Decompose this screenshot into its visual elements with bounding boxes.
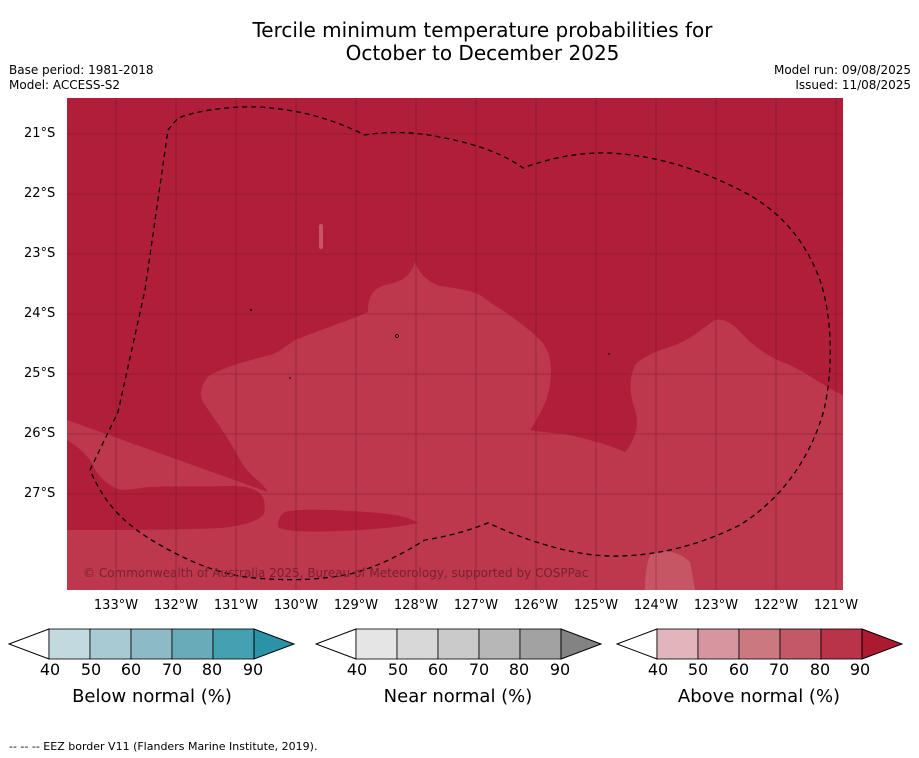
map-gridlines (67, 98, 843, 590)
legend-tick: 90 (242, 660, 264, 679)
issued-date: Issued: 11/08/2025 (795, 78, 911, 92)
lon-label: 122°W (753, 598, 799, 613)
lon-label: 128°W (393, 598, 439, 613)
legend-tick: 90 (849, 660, 871, 679)
above-60-region (645, 551, 695, 590)
legend-tick: 80 (508, 660, 530, 679)
lat-label: 26°S (24, 426, 56, 441)
legend-tick: 80 (809, 660, 831, 679)
legend-tick: 70 (768, 660, 790, 679)
above-normal-title: Above normal (%) (677, 686, 841, 707)
eez-footnote: -- -- -- EEZ border V11 (Flanders Marine… (9, 740, 318, 753)
lon-label: 125°W (573, 598, 619, 613)
legend-tick: 70 (161, 660, 183, 679)
lon-label: 124°W (633, 598, 679, 613)
map-title: Tercile minimum temperature probabilitie… (0, 19, 919, 65)
above-normal-colorbar (616, 628, 904, 660)
meta-left: Base period: 1981-2018 Model: ACCESS-S2 (9, 63, 154, 93)
legend-tick: 50 (80, 660, 102, 679)
lat-label: 21°S (24, 126, 56, 141)
legend-tick: 40 (346, 660, 368, 679)
lon-label: 123°W (693, 598, 739, 613)
lat-label: 23°S (24, 246, 56, 261)
legend-tick: 60 (427, 660, 449, 679)
lon-label: 132°W (153, 598, 199, 613)
legend-tick: 40 (39, 660, 61, 679)
lon-label: 130°W (273, 598, 319, 613)
meta-right: Model run: 09/08/2025 Issued: 11/08/2025 (774, 63, 911, 93)
legend-tick: 50 (387, 660, 409, 679)
near-normal-colorbar (315, 628, 603, 660)
lat-label: 27°S (24, 486, 56, 501)
below-normal-colorbar (8, 628, 296, 660)
lat-label: 22°S (24, 186, 56, 201)
legend-tick: 50 (687, 660, 709, 679)
lat-label: 25°S (24, 366, 56, 381)
legend-tick: 70 (468, 660, 490, 679)
title-line-2: October to December 2025 (345, 41, 620, 65)
above-70-region (67, 262, 843, 590)
lon-label: 121°W (813, 598, 859, 613)
legend-tick: 40 (647, 660, 669, 679)
lon-label: 127°W (453, 598, 499, 613)
below-normal-title: Below normal (%) (72, 686, 232, 707)
legend-tick: 60 (728, 660, 750, 679)
near-normal-title: Near normal (%) (383, 686, 533, 707)
lat-label: 24°S (24, 306, 56, 321)
legend-tick: 90 (549, 660, 571, 679)
copyright-notice: © Commonwealth of Australia 2025, Bureau… (83, 566, 589, 580)
lon-label: 129°W (333, 598, 379, 613)
legend-tick: 60 (120, 660, 142, 679)
title-line-1: Tercile minimum temperature probabilitie… (252, 18, 713, 42)
base-period: Base period: 1981-2018 (9, 63, 154, 77)
model-run: Model run: 09/08/2025 (773, 63, 911, 77)
lon-label: 133°W (93, 598, 139, 613)
above-60-sliver (319, 224, 323, 249)
legend-tick: 80 (201, 660, 223, 679)
eez-border (89, 106, 831, 581)
above-80-inner-strip (278, 509, 418, 532)
lon-label: 131°W (213, 598, 259, 613)
model-name: Model: ACCESS-S2 (9, 78, 121, 92)
lon-label: 126°W (513, 598, 559, 613)
